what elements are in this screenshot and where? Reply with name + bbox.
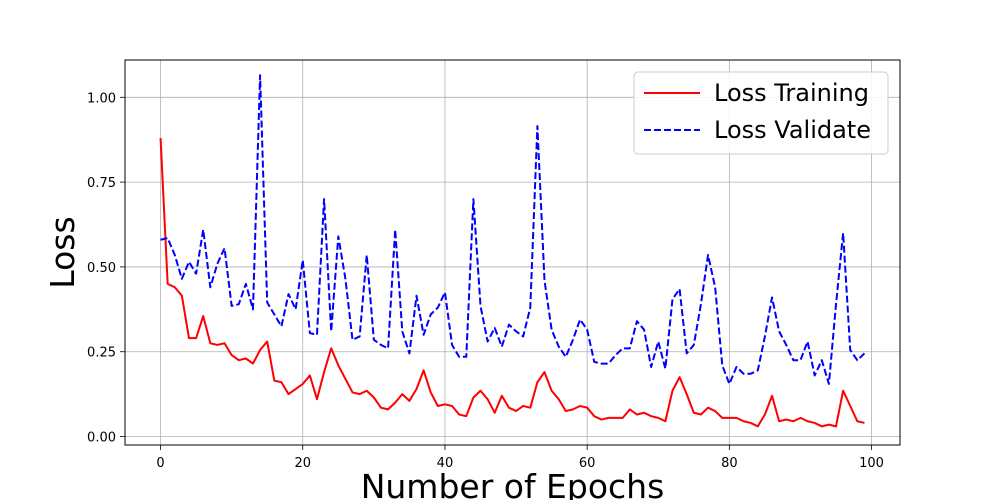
y-tick-label: 0.25 bbox=[87, 346, 116, 361]
x-axis-ticks: 0 20 40 60 80 100 bbox=[156, 445, 884, 471]
legend: Loss Training Loss Validate bbox=[633, 71, 889, 155]
y-axis-ticks: 0.00 0.25 0.50 0.75 1.00 bbox=[87, 91, 125, 446]
series-layer bbox=[159, 74, 866, 428]
x-tick-label: 20 bbox=[294, 456, 311, 471]
y-tick-label: 0.00 bbox=[87, 431, 116, 446]
y-tick-label: 0.50 bbox=[87, 261, 116, 276]
x-axis-label: Number of Epochs bbox=[361, 467, 665, 500]
y-axis-label: Loss bbox=[43, 216, 82, 288]
legend-label-2: Loss Validate bbox=[714, 116, 871, 144]
x-tick-label: 80 bbox=[721, 456, 738, 471]
legend-label-1: Loss Training bbox=[714, 79, 869, 107]
y-tick-label: 1.00 bbox=[87, 91, 116, 106]
plot-frame bbox=[124, 59, 901, 446]
x-tick-label: 40 bbox=[437, 456, 454, 471]
x-tick-label: 0 bbox=[156, 456, 164, 471]
series-line-2 bbox=[160, 74, 866, 385]
x-tick-label: 100 bbox=[859, 456, 884, 471]
y-tick-label: 0.75 bbox=[87, 176, 116, 191]
x-tick-label: 60 bbox=[579, 456, 596, 471]
series-line-1 bbox=[159, 137, 865, 428]
